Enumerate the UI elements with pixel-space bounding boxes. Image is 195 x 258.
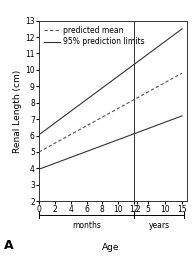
Y-axis label: Renal Length (cm): Renal Length (cm) — [13, 69, 22, 152]
Text: years: years — [148, 221, 169, 230]
Legend: predicted mean, 95% prediction limits: predicted mean, 95% prediction limits — [43, 25, 146, 48]
Text: months: months — [72, 221, 101, 230]
Text: A: A — [4, 239, 13, 252]
Text: Age: Age — [102, 243, 120, 252]
